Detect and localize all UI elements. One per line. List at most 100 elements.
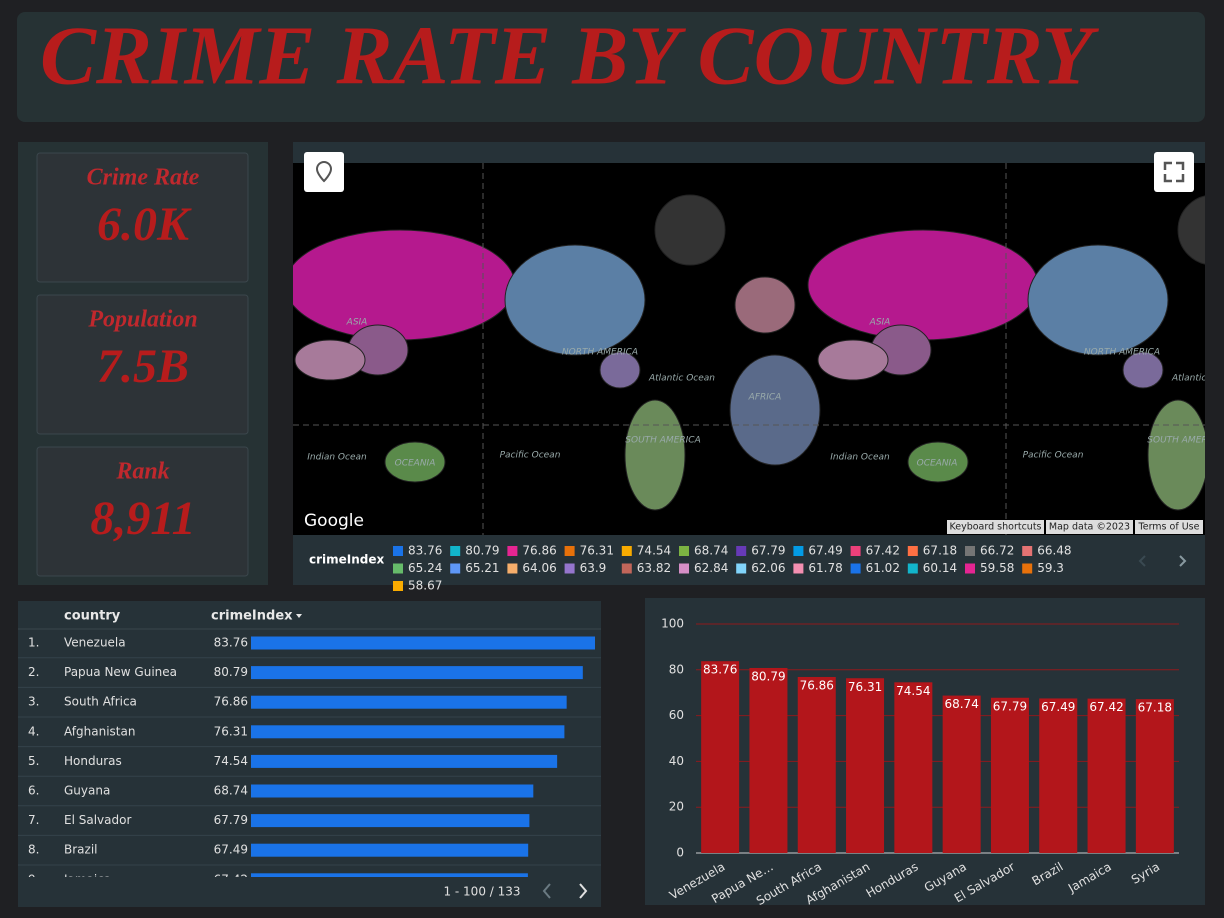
row-index: 8. [28,843,39,857]
kpi-label: Population [87,307,197,333]
row-country: Brazil [64,843,98,857]
map-label: SOUTH AMERICA [625,436,700,446]
legend-label: 63.9 [580,561,607,575]
legend-prev[interactable] [1138,555,1146,567]
legend-label: 62.84 [694,561,728,575]
kpi-card [36,152,249,283]
kpi-value: 8,911 [90,492,195,545]
land-north-america [1027,244,1169,356]
table-bar [251,814,530,828]
attribution-text[interactable]: Keyboard shortcuts [949,522,1041,533]
kpi-value: 6.0K [97,198,192,251]
table-bar [251,873,528,877]
legend-swatch [679,563,689,574]
row-index: 5. [28,754,39,768]
legend-swatch [965,563,975,574]
legend-label: 67.42 [866,544,900,558]
legend-label: 59.58 [980,561,1014,575]
value-label: 74.54 [896,684,930,698]
row-country: Papua New Guinea [64,665,177,679]
row-country: South Africa [64,695,137,709]
bar [990,697,1029,853]
attribution-box[interactable] [947,520,1044,534]
map-label: NORTH AMERICA [562,348,638,358]
legend-label: 66.72 [980,544,1014,558]
legend-swatch [793,563,804,574]
locate-button[interactable] [304,152,344,192]
map-logo: Google [304,511,364,531]
legend-label: 76.31 [580,544,614,558]
map-label: NORTH AMERICA [1084,348,1160,358]
land-europe [734,276,796,334]
attribution-text[interactable]: Map data ©2023 [1049,522,1130,533]
attribution-text[interactable]: Terms of Use [1138,522,1200,533]
legend-label: 67.49 [808,544,842,558]
row-country: Afghanistan [64,724,135,738]
land-eurasia [293,229,516,341]
legend-label: 61.02 [866,561,900,575]
legend-label: 67.18 [923,544,957,558]
row-value: 76.86 [214,695,248,709]
legend-swatch [907,546,918,556]
row-index: 3. [28,695,39,709]
fullscreen-button[interactable] [1154,152,1194,192]
y-tick-label: 20 [669,800,684,814]
row-index: 9. [28,872,39,886]
fullscreen-icon [1163,161,1185,183]
attribution-box[interactable] [1046,520,1133,534]
map-label: Atlantic Ocean [1171,374,1224,384]
attribution-box[interactable] [1135,520,1203,534]
page-next[interactable] [579,883,588,899]
column-header: crimeIndex [211,609,293,624]
row-value: 67.42 [214,872,248,886]
row-country: Guyana [64,784,110,798]
row-country: El Salvador [64,813,131,827]
legend-label: 63.82 [637,561,671,575]
map-label: SOUTH AMERICA [1147,436,1222,446]
value-label: 67.79 [993,699,1027,713]
legend-swatch [621,563,632,574]
row-index: 7. [28,813,39,827]
land-australia [907,441,969,483]
legend-swatch [621,546,632,556]
land-greenland [654,194,726,266]
legend-next[interactable] [1179,555,1187,567]
bar [1039,698,1078,853]
y-tick-label: 80 [669,662,684,676]
row-value: 76.31 [214,724,248,738]
legend-swatch [393,546,403,556]
legend-label: 67.79 [751,544,785,558]
bar [797,676,836,853]
sort-indicator[interactable] [296,614,302,618]
bar [1135,699,1174,853]
bar [749,667,788,853]
legend-swatch [850,546,861,556]
row-country: Jamaica [63,872,111,886]
map-label: Indian Ocean [307,453,367,463]
legend-label: 64.06 [522,561,556,575]
map-label: ASIA [346,318,368,328]
legend-swatch [450,563,461,574]
kpi-label: Rank [115,459,169,485]
legend-label: 76.86 [522,544,556,558]
y-tick-label: 100 [661,617,684,631]
kpi-card [36,294,249,435]
table-bar [251,695,567,709]
land-africa [729,354,821,466]
locate-icon [315,160,333,183]
legend-label: 83.76 [408,544,442,558]
value-label: 80.79 [751,669,785,683]
page-prev[interactable] [542,883,551,899]
legend-swatch [564,546,575,556]
column-header: country [64,609,121,624]
value-label: 68.74 [944,697,978,711]
legend-label: 61.78 [808,561,842,575]
legend-label: 62.06 [751,561,785,575]
map-label: Pacific Ocean [500,451,561,461]
land-seasia [294,339,366,381]
legend-label: 60.14 [923,561,957,575]
row-country: Honduras [64,754,122,768]
legend-swatch [965,546,975,556]
land-central-america [599,351,641,389]
